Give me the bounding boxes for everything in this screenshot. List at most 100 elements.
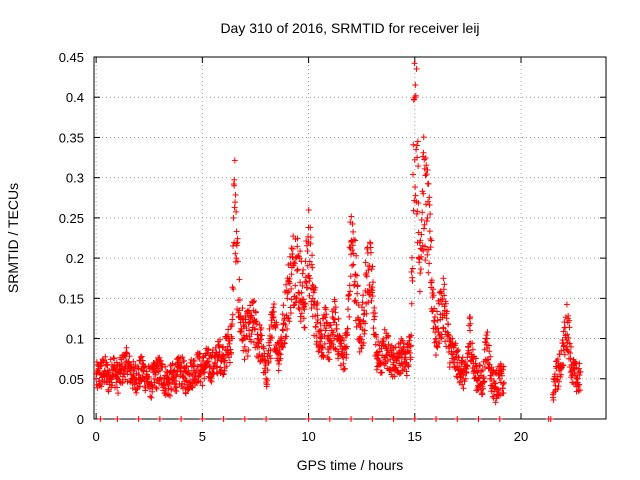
data-point bbox=[314, 319, 321, 326]
data-point bbox=[406, 349, 413, 356]
data-point bbox=[320, 344, 327, 351]
data-point bbox=[156, 416, 163, 422]
data-point bbox=[577, 369, 584, 376]
data-point bbox=[427, 211, 434, 218]
data-point bbox=[433, 325, 440, 332]
data-point bbox=[174, 355, 181, 362]
data-point bbox=[307, 224, 314, 231]
data-point bbox=[479, 391, 486, 398]
data-point bbox=[263, 375, 270, 382]
data-point bbox=[301, 324, 308, 331]
data-point bbox=[373, 351, 380, 358]
data-point bbox=[199, 367, 206, 374]
data-point bbox=[430, 292, 437, 299]
data-point bbox=[271, 319, 278, 326]
data-point bbox=[573, 375, 580, 382]
data-point bbox=[436, 339, 443, 346]
data-point bbox=[417, 270, 424, 277]
data-point bbox=[251, 297, 258, 304]
data-point bbox=[272, 324, 279, 331]
data-point bbox=[156, 377, 163, 384]
data-point bbox=[133, 389, 140, 396]
data-point bbox=[256, 351, 263, 358]
data-point bbox=[305, 416, 312, 422]
y-tick-label: 0.15 bbox=[59, 291, 84, 306]
data-point bbox=[493, 367, 500, 374]
data-point bbox=[360, 292, 367, 299]
data-point bbox=[284, 295, 291, 302]
data-point bbox=[432, 352, 439, 359]
data-point bbox=[281, 340, 288, 347]
data-point bbox=[492, 383, 499, 390]
data-point bbox=[373, 333, 380, 340]
data-point bbox=[413, 65, 420, 72]
data-point bbox=[225, 350, 232, 357]
data-point bbox=[255, 354, 262, 361]
data-point bbox=[288, 285, 295, 292]
data-point bbox=[452, 340, 459, 347]
data-point bbox=[317, 338, 324, 345]
data-point bbox=[400, 340, 407, 347]
data-point bbox=[149, 388, 156, 395]
data-point bbox=[479, 379, 486, 386]
data-point bbox=[327, 333, 334, 340]
data-point bbox=[445, 343, 452, 350]
data-point bbox=[208, 378, 215, 385]
data-point bbox=[122, 359, 129, 366]
data-point bbox=[462, 358, 469, 365]
data-point bbox=[441, 292, 448, 299]
y-tick-label: 0.45 bbox=[59, 50, 84, 65]
data-point bbox=[416, 288, 423, 295]
data-point bbox=[286, 318, 293, 325]
data-point bbox=[289, 245, 296, 252]
data-point bbox=[229, 335, 236, 342]
data-point bbox=[93, 375, 100, 382]
data-point bbox=[300, 266, 307, 273]
data-point bbox=[425, 180, 432, 187]
data-point bbox=[226, 359, 233, 366]
data-point bbox=[362, 320, 369, 327]
data-point bbox=[263, 416, 270, 422]
data-point bbox=[326, 356, 333, 363]
data-point bbox=[408, 254, 415, 261]
data-point bbox=[425, 198, 432, 205]
data-point bbox=[178, 416, 185, 422]
data-point bbox=[425, 269, 432, 276]
data-point bbox=[220, 371, 227, 378]
data-point bbox=[407, 354, 414, 361]
data-point bbox=[267, 347, 274, 354]
data-point bbox=[283, 333, 290, 340]
data-point bbox=[317, 320, 324, 327]
data-point bbox=[100, 357, 107, 364]
data-point bbox=[391, 373, 398, 380]
data-point bbox=[309, 264, 316, 271]
data-point bbox=[135, 365, 142, 372]
data-point bbox=[241, 343, 248, 350]
data-point bbox=[275, 351, 282, 358]
data-point bbox=[414, 154, 421, 161]
data-point bbox=[266, 342, 273, 349]
data-point bbox=[214, 363, 221, 370]
data-point bbox=[552, 375, 559, 382]
data-point bbox=[351, 281, 358, 288]
data-point bbox=[408, 332, 415, 339]
data-point bbox=[199, 416, 206, 422]
data-point bbox=[409, 265, 416, 272]
data-point bbox=[417, 266, 424, 273]
data-point bbox=[576, 381, 583, 388]
data-point bbox=[239, 305, 246, 312]
data-point bbox=[297, 279, 304, 286]
data-point bbox=[365, 263, 372, 270]
data-point bbox=[440, 275, 447, 282]
data-point bbox=[121, 363, 128, 370]
data-point bbox=[245, 307, 252, 314]
data-point bbox=[169, 360, 176, 367]
data-point bbox=[421, 165, 428, 172]
data-point bbox=[196, 355, 203, 362]
data-point bbox=[484, 335, 491, 342]
data-point bbox=[183, 364, 190, 371]
data-point bbox=[327, 322, 334, 329]
data-point bbox=[238, 328, 245, 335]
data-point bbox=[435, 297, 442, 304]
data-point bbox=[411, 94, 418, 101]
